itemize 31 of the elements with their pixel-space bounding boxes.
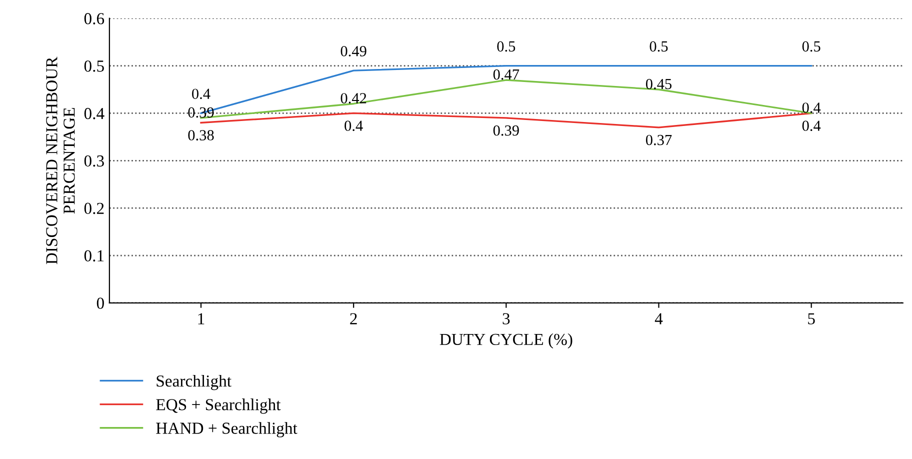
x-tick-label: 3	[502, 313, 510, 324]
y-axis-title: DISCOVERED NEIGHBOUR PERCENTAGE	[46, 56, 75, 264]
data-label: 0.47	[493, 69, 520, 80]
data-label: 0.45	[646, 78, 672, 90]
y-tick-label: 0.6	[84, 13, 104, 24]
x-tick-label: 5	[808, 313, 815, 324]
data-label: 0.37	[646, 134, 672, 146]
x-tick-label: 1	[198, 313, 204, 324]
data-label: 0.4	[802, 120, 821, 131]
data-label: 0.42	[340, 93, 366, 104]
data-label: 0.5	[497, 41, 516, 52]
data-label: 0.49	[340, 46, 366, 56]
y-tick-label: 0.3	[84, 155, 104, 167]
legend-label: EQS + Searchlight	[156, 398, 281, 414]
y-tick-label: 0.5	[84, 60, 104, 72]
data-label: 0.5	[802, 41, 820, 52]
data-label: 0.39	[493, 125, 519, 136]
y-tick-label: 0.4	[84, 108, 104, 120]
data-label: 0.4	[344, 120, 363, 131]
y-tick-label: 0.1	[84, 250, 104, 262]
legend-label: Searchlight	[156, 374, 232, 390]
x-tick-label: 4	[654, 313, 663, 324]
x-axis-title: DUTY CYCLE (%)	[440, 333, 572, 348]
data-label: 0.4	[802, 102, 821, 113]
legend-label: HAND + Searchlight	[156, 422, 298, 438]
y-tick-label: 0.2	[84, 202, 104, 214]
data-label: 0.38	[188, 130, 214, 140]
x-tick-label: 2	[350, 313, 357, 324]
data-label: 0.5	[650, 41, 668, 52]
y-tick-label: 0	[96, 298, 104, 309]
data-label: 0.4	[192, 88, 210, 100]
